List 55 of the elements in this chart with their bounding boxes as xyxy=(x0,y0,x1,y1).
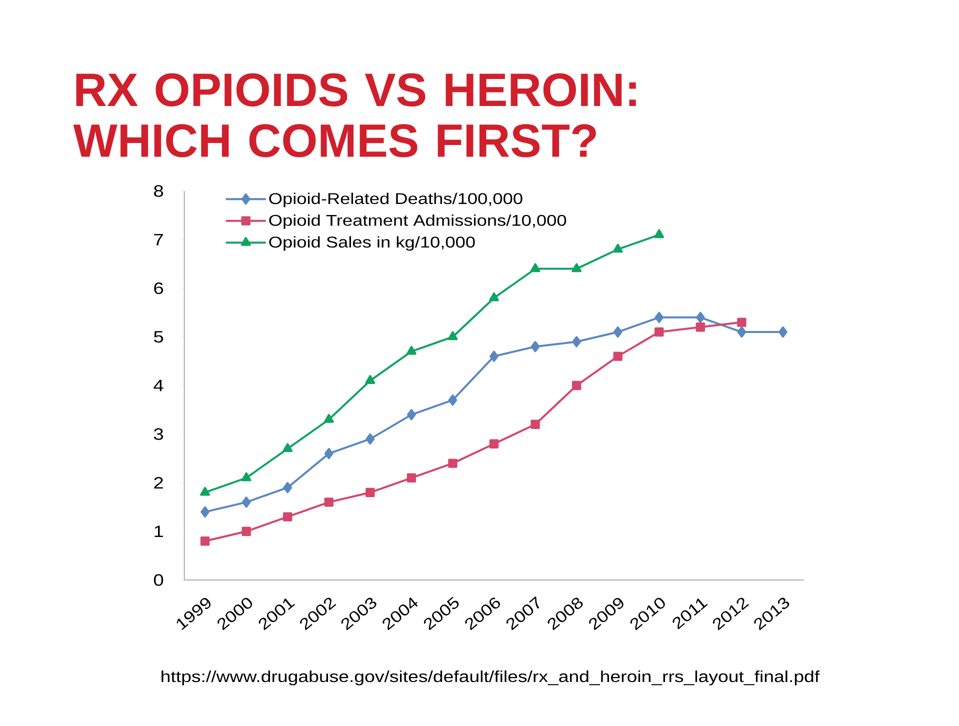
point xyxy=(530,420,540,429)
point xyxy=(572,336,582,348)
y-tick-label: 8 xyxy=(154,185,164,197)
legend-label: Opioid Treatment Admissions/10,000 xyxy=(269,214,566,229)
point xyxy=(778,326,788,338)
point xyxy=(283,512,292,522)
chart-title: RX OPIOIDS VS HEROIN: WHICH COMES FIRST? xyxy=(73,73,636,158)
point xyxy=(366,433,375,445)
point xyxy=(365,375,376,384)
point xyxy=(654,229,664,238)
point xyxy=(654,312,664,324)
point xyxy=(406,473,416,482)
y-tick-label: 7 xyxy=(154,234,163,246)
y-tick-label: 2 xyxy=(154,477,163,488)
point xyxy=(613,352,622,361)
point xyxy=(241,472,252,482)
point xyxy=(200,486,210,496)
point xyxy=(613,326,622,338)
legend-label: Opioid Sales in kg/10,000 xyxy=(269,236,475,251)
point xyxy=(737,318,746,327)
point xyxy=(737,326,746,338)
point xyxy=(366,488,375,498)
y-tick-label: 0 xyxy=(154,574,164,586)
point xyxy=(696,322,706,332)
y-tick-label: 5 xyxy=(154,331,164,343)
point xyxy=(242,496,251,508)
point xyxy=(696,312,705,324)
point xyxy=(572,380,582,390)
point xyxy=(530,341,540,352)
point xyxy=(324,498,334,507)
text: https://www.drugabuse.gov/sites/default/files/rx_and_heroin_rrs_layout_final.pdf xyxy=(162,670,820,686)
y-tick-label: 6 xyxy=(154,282,164,294)
point xyxy=(530,263,540,272)
point xyxy=(200,536,210,546)
point xyxy=(489,292,499,302)
y-tick-label: 4 xyxy=(154,380,164,392)
point xyxy=(490,350,498,362)
point xyxy=(448,394,458,406)
point xyxy=(654,327,664,337)
y-tick-label: 1 xyxy=(154,526,163,538)
point xyxy=(282,443,293,452)
point xyxy=(324,448,334,460)
point xyxy=(448,458,458,468)
point xyxy=(406,346,416,355)
y-tick-label: 3 xyxy=(154,428,164,440)
point xyxy=(489,439,499,448)
point xyxy=(242,526,251,536)
point xyxy=(612,244,623,253)
legend-label: Opioid-Related Deaths/100,000 xyxy=(269,192,522,208)
point xyxy=(448,331,458,340)
point xyxy=(200,506,210,518)
point xyxy=(572,263,582,272)
point xyxy=(283,482,292,494)
point xyxy=(324,414,334,423)
point xyxy=(406,409,416,420)
